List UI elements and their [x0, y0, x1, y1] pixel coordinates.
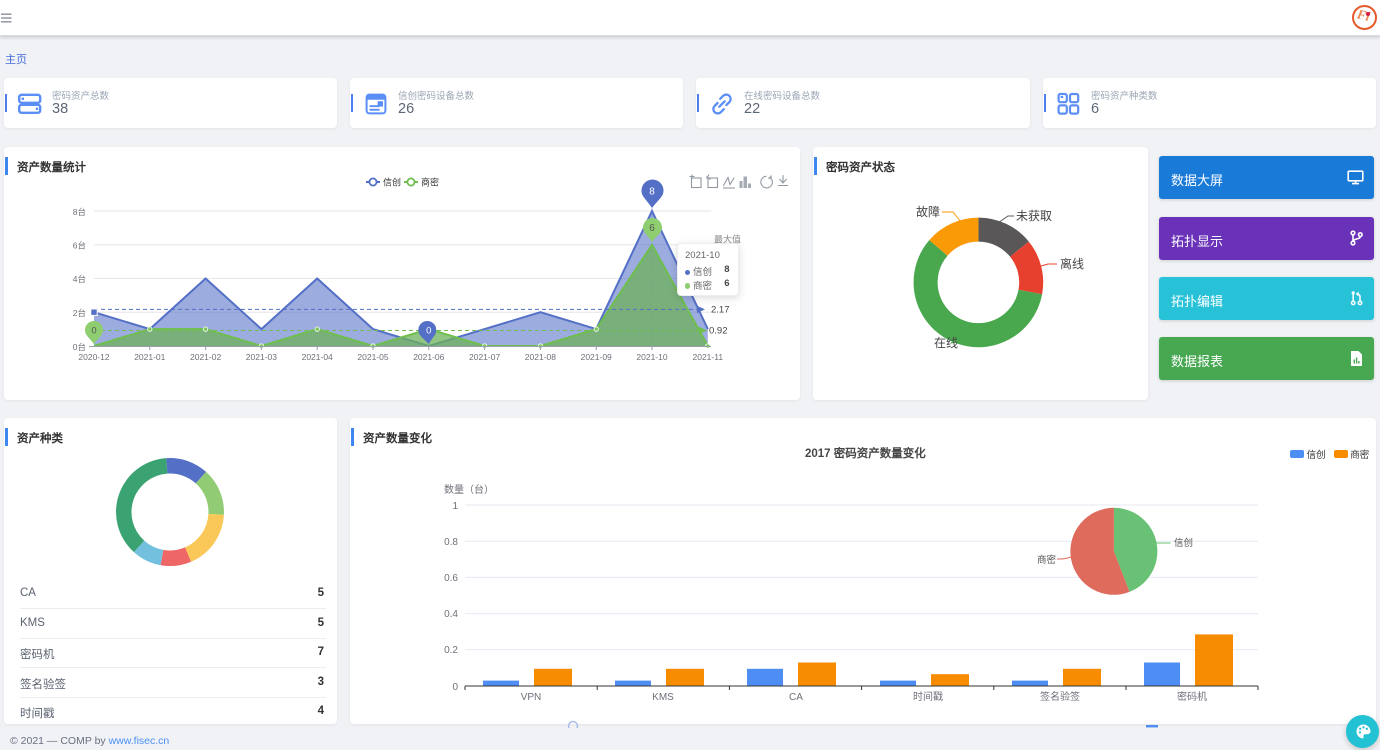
svg-text:6: 6 — [649, 223, 655, 234]
svg-text:2021-11: 2021-11 — [693, 352, 724, 362]
svg-text:0: 0 — [426, 326, 431, 337]
svg-text:0.8: 0.8 — [444, 537, 458, 548]
svg-text:2021-04: 2021-04 — [302, 352, 333, 362]
svg-text:2021-03: 2021-03 — [246, 352, 277, 362]
svg-text:0.4: 0.4 — [444, 609, 458, 620]
svg-text:最大值: 最大值 — [714, 234, 741, 245]
svg-text:2台: 2台 — [73, 308, 86, 318]
svg-text:2021-08: 2021-08 — [525, 352, 556, 362]
svg-text:时间戳: 时间戳 — [913, 690, 943, 703]
svg-text:商密: 商密 — [1037, 554, 1057, 566]
svg-text:2021-02: 2021-02 — [190, 352, 221, 362]
svg-text:CA: CA — [789, 692, 803, 703]
svg-text:8: 8 — [649, 187, 655, 198]
svg-text:数量（台）: 数量（台） — [444, 483, 494, 496]
svg-text:1: 1 — [452, 501, 458, 512]
svg-text:商密: 商密 — [421, 177, 439, 188]
svg-text:2021-06: 2021-06 — [413, 352, 444, 362]
svg-text:2021-10: 2021-10 — [636, 352, 667, 362]
svg-text:4台: 4台 — [73, 274, 86, 284]
svg-text:信创: 信创 — [383, 177, 401, 188]
svg-text:未获取: 未获取 — [1016, 209, 1052, 223]
svg-text:0: 0 — [452, 682, 458, 693]
svg-text:2021-05: 2021-05 — [357, 352, 388, 362]
svg-text:0: 0 — [91, 326, 96, 337]
svg-text:0台: 0台 — [73, 342, 86, 352]
svg-text:2.17: 2.17 — [711, 305, 730, 316]
svg-text:信创: 信创 — [1174, 537, 1193, 549]
svg-text:2021-01: 2021-01 — [134, 352, 165, 362]
svg-text:签名验签: 签名验签 — [1040, 690, 1080, 703]
svg-text:6台: 6台 — [73, 241, 86, 251]
svg-text:0.92: 0.92 — [709, 326, 728, 337]
svg-text:KMS: KMS — [652, 692, 674, 703]
svg-text:8台: 8台 — [73, 207, 86, 217]
svg-text:密码机: 密码机 — [1177, 690, 1207, 703]
svg-text:2021-09: 2021-09 — [581, 352, 612, 362]
svg-text:0.6: 0.6 — [444, 573, 458, 584]
svg-text:2021-07: 2021-07 — [469, 352, 500, 362]
svg-text:离线: 离线 — [1060, 256, 1084, 271]
svg-text:2020-12: 2020-12 — [78, 352, 109, 362]
svg-text:在线: 在线 — [934, 336, 958, 350]
svg-text:0.2: 0.2 — [444, 645, 458, 656]
svg-text:VPN: VPN — [521, 692, 542, 703]
svg-text:故障: 故障 — [916, 204, 940, 219]
